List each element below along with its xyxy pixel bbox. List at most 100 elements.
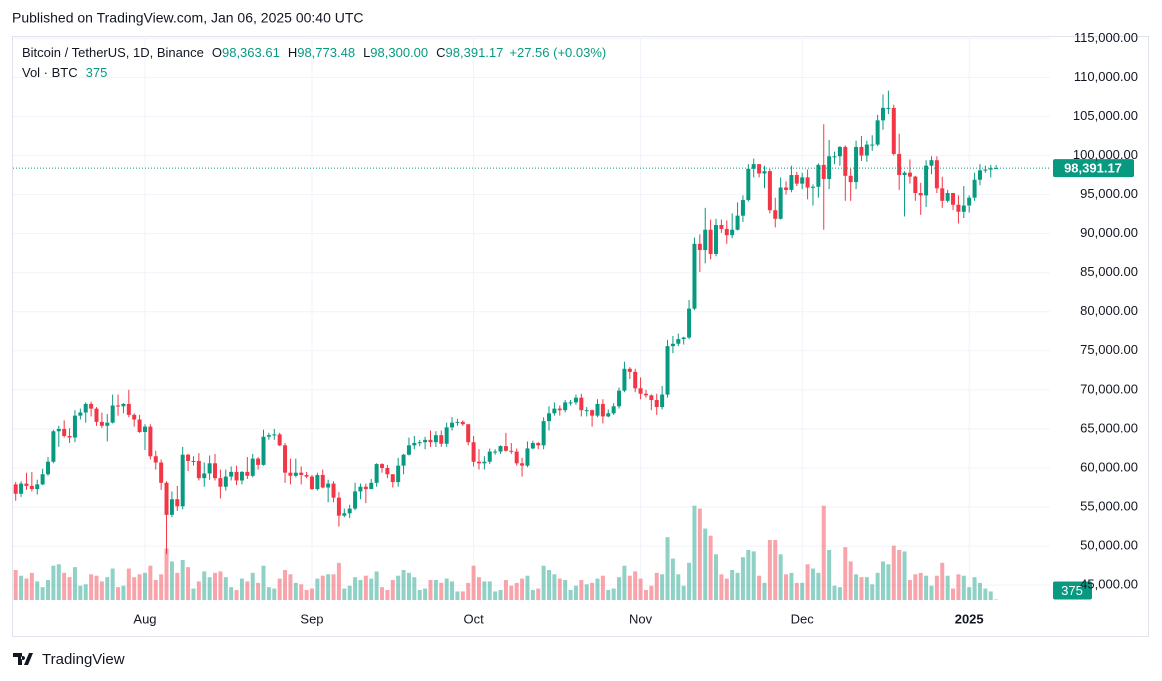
candle-body (762, 171, 767, 174)
candle-body (153, 456, 158, 463)
candle-body (751, 164, 756, 169)
candle-body (229, 471, 234, 477)
candle-body (687, 308, 692, 338)
candle-body (439, 435, 444, 444)
volume-bar (466, 582, 471, 600)
candle-body (525, 448, 530, 466)
logo: TradingView (13, 651, 125, 668)
x-tick-label: 2025 (955, 611, 984, 626)
candle-body (552, 408, 557, 414)
volume-bar (56, 564, 61, 600)
volume-bar (854, 574, 859, 600)
candle-body (272, 434, 277, 436)
candle-body (541, 421, 546, 446)
candle-body (951, 193, 956, 205)
volume-bar (35, 581, 40, 600)
volume-bar (746, 550, 751, 600)
volume-value: 375 (86, 65, 108, 80)
candle-body (175, 499, 180, 507)
candle-body (622, 368, 627, 391)
volume-bar (342, 588, 347, 600)
candle-body (250, 458, 255, 476)
candle-body (994, 168, 999, 170)
volume-bar (186, 567, 191, 600)
volume-bar (99, 581, 104, 600)
candle-body (460, 421, 465, 425)
volume-bar (773, 540, 778, 600)
candle-body (735, 215, 740, 230)
volume-bar (213, 572, 218, 600)
candle-body (493, 451, 498, 453)
volume-bar (266, 587, 271, 600)
candle-body (46, 461, 51, 475)
volume-bar (724, 578, 729, 600)
volume-bar (541, 565, 546, 600)
legend-symbol: Bitcoin / TetherUS, 1D, Binance (22, 45, 204, 60)
volume-bar (24, 578, 29, 600)
volume-bar (757, 575, 762, 600)
candle-body (816, 164, 821, 187)
legend-key: O (212, 45, 222, 60)
y-tick-label: 110,000.00 (1074, 69, 1138, 84)
volume-bar (897, 550, 902, 600)
candle-body (503, 446, 508, 451)
volume-bar (638, 578, 643, 600)
volume-bar (525, 575, 530, 600)
candle-body (708, 229, 713, 254)
candle-body (223, 476, 228, 487)
volume-bar (369, 578, 374, 600)
volume-bar (891, 545, 896, 600)
candle-body (423, 439, 428, 443)
volume-bar (283, 570, 288, 600)
volume-bar (676, 574, 681, 600)
candle-body (67, 435, 72, 438)
volume-bar (994, 599, 999, 600)
volume-bar (433, 580, 438, 600)
volume-bar (611, 588, 616, 600)
volume-bar (590, 582, 595, 600)
candle-body (940, 188, 945, 201)
volume-bar (239, 578, 244, 600)
candle-body (746, 168, 751, 201)
candle-body (239, 471, 244, 481)
volume-bar (331, 574, 336, 600)
volume-bar (536, 588, 541, 600)
volume-bar (751, 551, 756, 600)
candle-body (105, 422, 110, 426)
volume-bar (827, 550, 832, 600)
volume-bar (617, 577, 622, 600)
candle-body (72, 415, 77, 438)
volume-bar (455, 591, 460, 600)
candle-body (29, 485, 34, 490)
y-tick-label: 80,000.00 (1080, 303, 1138, 318)
volume-bar (62, 572, 67, 600)
volume-bar (67, 577, 72, 600)
pane-border (12, 36, 1149, 637)
volume-bar (406, 572, 411, 600)
volume-bar (719, 574, 724, 600)
candle-body (433, 435, 438, 443)
volume-bar (708, 535, 713, 600)
candle-body (956, 204, 961, 212)
candle-body (945, 193, 950, 201)
volume-bar (153, 580, 158, 600)
volume-bar (164, 548, 169, 600)
volume-bar (832, 585, 837, 600)
candle-body (875, 120, 880, 145)
candle-body (891, 107, 896, 154)
volume-bar (643, 590, 648, 600)
volume-bar (687, 562, 692, 600)
y-tick-label: 90,000.00 (1080, 225, 1138, 240)
volume-bar (40, 587, 45, 600)
candle-body (837, 146, 842, 157)
volume-bar (299, 584, 304, 600)
candle-body (390, 474, 395, 483)
candle-body (643, 393, 648, 396)
x-tick-label: Nov (629, 611, 653, 626)
volume-bar (859, 577, 864, 600)
volume-bar (800, 582, 805, 600)
volume-bar (956, 574, 961, 600)
candle-body (256, 458, 261, 465)
volume-bar (665, 537, 670, 600)
